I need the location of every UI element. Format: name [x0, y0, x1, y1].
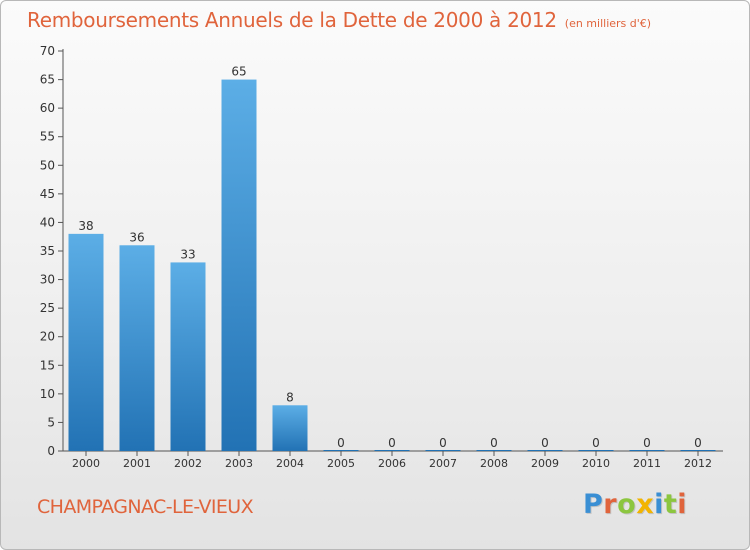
- logo-letter: P: [583, 489, 604, 520]
- y-tick-label: 50: [40, 158, 55, 172]
- data-label: 36: [129, 230, 144, 244]
- data-label: 0: [490, 436, 498, 450]
- logo-letter: x: [636, 489, 655, 520]
- data-label: 33: [180, 247, 195, 261]
- data-label: 38: [78, 219, 93, 233]
- bar: [527, 450, 563, 451]
- x-tick-label: 2005: [327, 457, 355, 470]
- data-label: 0: [541, 436, 549, 450]
- data-label: 0: [388, 436, 396, 450]
- bar: [221, 79, 257, 452]
- x-tick-label: 2008: [480, 457, 508, 470]
- y-tick-label: 30: [40, 273, 55, 287]
- chart-title: Remboursements Annuels de la Dette de 20…: [27, 8, 651, 32]
- y-tick-label: 0: [47, 444, 55, 458]
- bar: [272, 405, 308, 451]
- data-label: 0: [592, 436, 600, 450]
- data-label: 0: [694, 436, 702, 450]
- bar: [629, 450, 665, 451]
- bar: [680, 450, 716, 451]
- logo-letter: i: [654, 489, 664, 520]
- logo-letter: o: [617, 489, 637, 520]
- data-label: 65: [231, 65, 246, 79]
- bar: [425, 450, 461, 451]
- y-tick-label: 55: [40, 130, 55, 144]
- x-tick-label: 2009: [531, 457, 559, 470]
- bar: [68, 233, 104, 451]
- x-tick-label: 2012: [684, 457, 712, 470]
- x-tick-label: 2011: [633, 457, 661, 470]
- x-tick-label: 2007: [429, 457, 457, 470]
- y-tick-label: 25: [40, 301, 55, 315]
- y-tick-label: 20: [40, 330, 55, 344]
- y-tick-label: 60: [40, 101, 55, 115]
- y-tick-label: 5: [47, 415, 55, 429]
- bar: [374, 450, 410, 451]
- commune-name: CHAMPAGNAC-LE-VIEUX: [37, 496, 254, 518]
- y-tick-label: 15: [40, 358, 55, 372]
- y-tick-label: 70: [40, 44, 55, 58]
- y-tick-label: 40: [40, 215, 55, 229]
- x-tick-label: 2001: [123, 457, 151, 470]
- x-tick-label: 2003: [225, 457, 253, 470]
- data-label: 0: [643, 436, 651, 450]
- x-tick-label: 2000: [72, 457, 100, 470]
- bar: [578, 450, 614, 451]
- bar: [119, 245, 155, 451]
- x-tick-label: 2006: [378, 457, 406, 470]
- y-tick-label: 10: [40, 387, 55, 401]
- chart-title-text: Remboursements Annuels de la Dette de 20…: [27, 8, 557, 32]
- y-tick-label: 45: [40, 187, 55, 201]
- y-tick-label: 35: [40, 244, 55, 258]
- chart-subtitle: (en milliers d'€): [564, 17, 652, 30]
- data-label: 8: [286, 390, 294, 404]
- x-tick-label: 2010: [582, 457, 610, 470]
- bar: [323, 450, 359, 451]
- x-tick-label: 2002: [174, 457, 202, 470]
- data-label: 0: [337, 436, 345, 450]
- data-label: 0: [439, 436, 447, 450]
- logo-letter: i: [677, 489, 688, 520]
- bar: [476, 450, 512, 451]
- logo-letter: r: [603, 489, 618, 520]
- proxiti-logo: Proxiti: [583, 489, 687, 520]
- x-tick-label: 2004: [276, 457, 304, 470]
- y-tick-label: 65: [40, 73, 55, 87]
- logo-letter: t: [663, 489, 678, 520]
- bar: [170, 262, 206, 451]
